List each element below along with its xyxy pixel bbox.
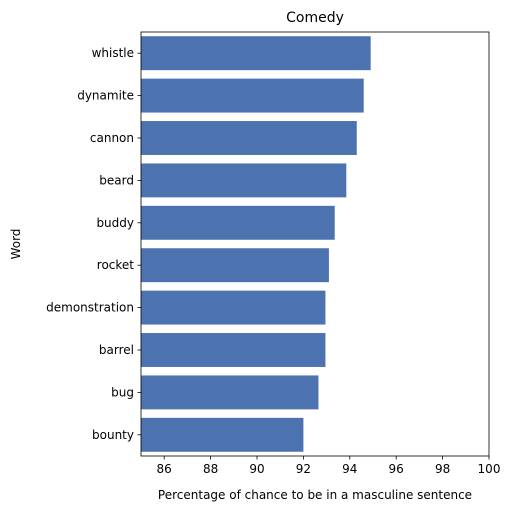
x-tick-label: 98 <box>435 462 450 476</box>
bar-beard <box>141 163 347 198</box>
bars-group <box>141 36 371 452</box>
x-tick-label: 92 <box>296 462 311 476</box>
y-tick-label: cannon <box>90 131 134 145</box>
x-axis-ticks: 86 88 90 92 94 96 98 100 <box>157 456 501 476</box>
bar-bounty <box>141 417 304 452</box>
x-tick-label: 86 <box>157 462 172 476</box>
y-tick-label: beard <box>99 173 134 187</box>
bar-cannon <box>141 121 357 155</box>
y-tick-label: dynamite <box>77 89 134 103</box>
y-tick-label: barrel <box>99 343 134 357</box>
y-tick-label: whistle <box>92 46 134 60</box>
bar-rocket <box>141 248 329 283</box>
bar-demonstration <box>141 290 326 325</box>
bar-buddy <box>141 205 335 240</box>
y-axis-label: Word <box>9 229 23 260</box>
bar-bug <box>141 375 319 410</box>
x-tick-label: 100 <box>478 462 501 476</box>
y-tick-label: buddy <box>96 216 134 230</box>
bar-dynamite <box>141 78 364 113</box>
bar-whistle <box>141 36 371 71</box>
x-tick-label: 90 <box>249 462 264 476</box>
y-tick-label: bug <box>111 385 134 399</box>
plot-frame <box>140 31 490 457</box>
y-tick-label: bounty <box>92 428 134 442</box>
chart-title: Comedy <box>286 10 344 26</box>
bar-barrel <box>141 333 326 367</box>
y-tick-label: rocket <box>97 258 135 272</box>
x-tick-label: 96 <box>389 462 404 476</box>
y-tick-label: demonstration <box>46 301 134 315</box>
y-axis-ticks: whistle dynamite cannon beard buddy rocket dem… <box>46 46 141 442</box>
x-tick-label: 88 <box>203 462 218 476</box>
x-axis-label: Percentage of chance to be in a masculin… <box>158 488 472 502</box>
x-tick-label: 94 <box>342 462 357 476</box>
